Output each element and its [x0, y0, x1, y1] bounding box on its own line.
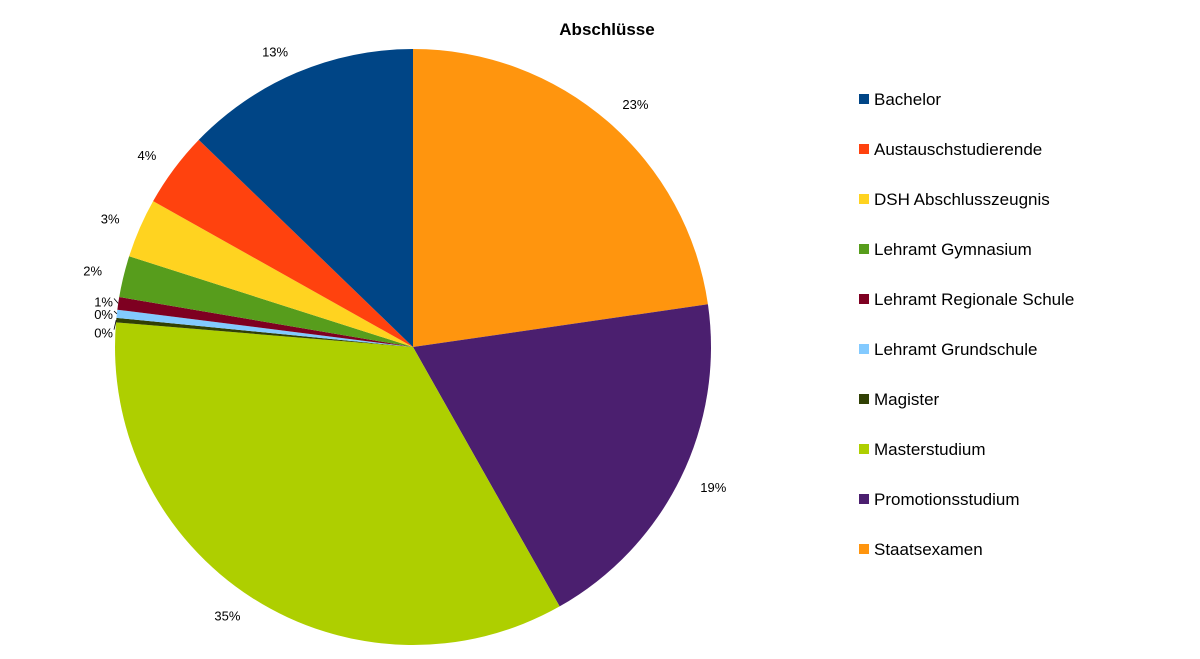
chart-title: Abschlüsse — [559, 20, 654, 39]
legend-label-lehramt-gymnasium: Lehramt Gymnasium — [874, 240, 1032, 259]
slice-label-staatsexamen: 23% — [622, 97, 648, 112]
slice-label-promotionsstudium: 19% — [700, 480, 726, 495]
pie-slice-lehramt-regionale-schule — [117, 297, 413, 347]
legend-label-dsh-abschlusszeugnis: DSH Abschlusszeugnis — [874, 190, 1050, 209]
pie-slice-austauschstudierende — [153, 139, 413, 347]
pie-slice-masterstudium — [115, 322, 560, 645]
pie-slice-bachelor — [198, 48, 413, 347]
legend-label-austauschstudierende: Austauschstudierende — [874, 140, 1042, 159]
legend-swatch-lehramt-grundschule — [859, 344, 869, 354]
legend-item-dsh-abschlusszeugnis: DSH Abschlusszeugnis — [859, 190, 1050, 209]
pie-slice-magister — [116, 317, 414, 347]
pie-slice-lehramt-grundschule — [116, 309, 414, 347]
slice-label-magister: 0% — [94, 326, 113, 341]
legend-item-lehramt-gymnasium: Lehramt Gymnasium — [859, 240, 1032, 259]
legend-label-lehramt-grundschule: Lehramt Grundschule — [874, 340, 1037, 359]
slice-label-lehramt-grundschule: 0% — [94, 307, 113, 322]
pie-slice-lehramt-gymnasium — [119, 256, 413, 347]
legend-label-masterstudium: Masterstudium — [874, 440, 985, 459]
legend-item-staatsexamen: Staatsexamen — [859, 540, 983, 559]
legend-label-promotionsstudium: Promotionsstudium — [874, 490, 1020, 509]
legend-label-bachelor: Bachelor — [874, 90, 941, 109]
legend-swatch-lehramt-gymnasium — [859, 244, 869, 254]
legend-swatch-lehramt-regionale-schule — [859, 294, 869, 304]
legend-item-bachelor: Bachelor — [859, 90, 941, 109]
legend-label-lehramt-regionale-schule: Lehramt Regionale Schule — [874, 290, 1074, 309]
legend-item-lehramt-grundschule: Lehramt Grundschule — [859, 340, 1037, 359]
legend-swatch-magister — [859, 394, 869, 404]
label-leader-lines — [113, 298, 119, 330]
legend-label-staatsexamen: Staatsexamen — [874, 540, 983, 559]
legend-swatch-austauschstudierende — [859, 144, 869, 154]
legend-swatch-bachelor — [859, 94, 869, 104]
legend-label-magister: Magister — [874, 390, 940, 409]
legend: Bachelor Austauschstudierende DSH Abschlus… — [859, 90, 1074, 559]
legend-item-magister: Magister — [859, 390, 940, 409]
slice-labels: 23%19%35%0%0%1%2%3%4%13% — [83, 44, 726, 623]
legend-swatch-promotionsstudium — [859, 494, 869, 504]
slice-label-bachelor: 13% — [262, 44, 288, 59]
legend-swatch-staatsexamen — [859, 544, 869, 554]
leader-line-magister — [113, 320, 117, 330]
legend-item-promotionsstudium: Promotionsstudium — [859, 490, 1020, 509]
pie-slice-staatsexamen — [413, 49, 708, 347]
legend-swatch-masterstudium — [859, 444, 869, 454]
slice-label-austauschstudierende: 4% — [138, 148, 157, 163]
pie-slice-dsh-abschlusszeugnis — [129, 201, 413, 347]
slice-label-masterstudium: 35% — [214, 609, 240, 624]
leader-line-lehramt-regionale-schule — [113, 298, 119, 304]
slice-label-lehramt-gymnasium: 2% — [83, 263, 102, 278]
legend-item-austauschstudierende: Austauschstudierende — [859, 140, 1042, 159]
slice-label-lehramt-regionale-schule: 1% — [94, 295, 113, 310]
pie-slice-promotionsstudium — [413, 304, 712, 607]
legend-item-lehramt-regionale-schule: Lehramt Regionale Schule — [859, 290, 1074, 309]
leader-line-lehramt-grundschule — [113, 310, 118, 315]
pie-slices — [115, 48, 712, 645]
legend-item-masterstudium: Masterstudium — [859, 440, 985, 459]
slice-label-dsh-abschlusszeugnis: 3% — [101, 211, 120, 226]
legend-swatch-dsh-abschlusszeugnis — [859, 194, 869, 204]
